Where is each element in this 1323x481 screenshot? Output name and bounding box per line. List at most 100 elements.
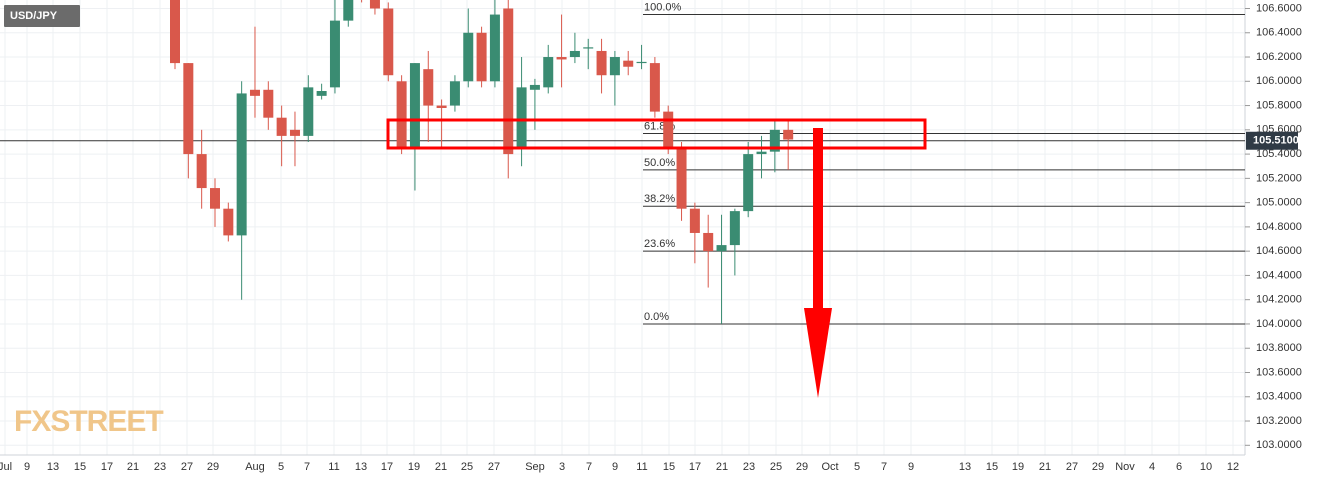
candle-body bbox=[223, 208, 234, 236]
y-tick-label: 104.2000 bbox=[1256, 294, 1302, 306]
candle-body bbox=[596, 50, 607, 76]
candle-body bbox=[556, 57, 567, 60]
x-tick-label: 15 bbox=[74, 461, 86, 473]
candle-body bbox=[716, 245, 727, 252]
x-tick-label: 7 bbox=[881, 461, 887, 473]
candle-body bbox=[703, 232, 714, 252]
candle-body bbox=[543, 57, 554, 88]
symbol-badge bbox=[4, 5, 80, 27]
x-tick-label: 25 bbox=[461, 461, 473, 473]
candle-body bbox=[529, 84, 540, 90]
x-tick-label: 27 bbox=[181, 461, 193, 473]
y-tick-label: 105.0000 bbox=[1256, 197, 1302, 209]
fib-label: 0.0% bbox=[644, 311, 669, 323]
y-tick-label: 103.0000 bbox=[1256, 439, 1302, 451]
candle-body bbox=[369, 0, 380, 9]
arrow-shaft bbox=[813, 128, 823, 310]
x-tick-label: 5 bbox=[854, 461, 860, 473]
candle-body bbox=[569, 50, 580, 58]
candle-body bbox=[383, 8, 394, 76]
x-tick-label: 15 bbox=[986, 461, 998, 473]
x-tick-label: 13 bbox=[355, 461, 367, 473]
candle-body bbox=[396, 81, 407, 149]
x-tick-label: 13 bbox=[959, 461, 971, 473]
candle-body bbox=[183, 63, 194, 155]
candle-body bbox=[583, 47, 594, 49]
x-tick-label: 19 bbox=[1012, 461, 1024, 473]
y-tick-label: 103.2000 bbox=[1256, 415, 1302, 427]
x-tick-label: 11 bbox=[636, 461, 647, 473]
y-tick-label: 106.6000 bbox=[1256, 2, 1302, 14]
y-tick-label: 105.8000 bbox=[1256, 99, 1302, 111]
x-tick-label: 21 bbox=[1039, 461, 1051, 473]
x-tick-label: 17 bbox=[101, 461, 113, 473]
candle-body bbox=[343, 0, 354, 21]
candle-body bbox=[676, 148, 687, 209]
candle-body bbox=[316, 91, 327, 96]
x-tick-label: 17 bbox=[689, 461, 701, 473]
y-tick-label: 106.2000 bbox=[1256, 51, 1302, 63]
x-tick-label: 25 bbox=[770, 461, 782, 473]
candle-body bbox=[236, 93, 247, 236]
fib-label: 100.0% bbox=[644, 1, 682, 13]
candle-body bbox=[463, 32, 474, 82]
candle-body bbox=[276, 117, 287, 136]
candle-body bbox=[249, 89, 260, 96]
candle-body bbox=[289, 129, 300, 136]
x-tick-label: 21 bbox=[716, 461, 728, 473]
candle-body bbox=[689, 208, 700, 233]
y-tick-label: 104.8000 bbox=[1256, 221, 1302, 233]
candle-body bbox=[623, 60, 634, 67]
x-tick-label: Oct bbox=[821, 461, 838, 473]
candle-body bbox=[769, 129, 780, 152]
x-tick-label: 6 bbox=[1176, 461, 1182, 473]
candle-body bbox=[476, 32, 487, 82]
grid bbox=[0, 0, 1245, 455]
x-tick-label: 21 bbox=[435, 461, 447, 473]
candle-body bbox=[303, 87, 314, 136]
last-price-label: 105.5100 bbox=[1253, 135, 1299, 147]
x-tick-label: 9 bbox=[612, 461, 618, 473]
x-tick-label: 21 bbox=[127, 461, 139, 473]
candle-body bbox=[729, 211, 740, 246]
watermark: FXSTREET bbox=[14, 405, 163, 438]
candle-body bbox=[743, 154, 754, 212]
x-tick-label: 23 bbox=[743, 461, 755, 473]
x-tick-label: Jul bbox=[0, 461, 12, 473]
x-tick-label: 11 bbox=[328, 461, 339, 473]
x-tick-label: Nov bbox=[1115, 461, 1135, 473]
x-tick-label: Sep bbox=[525, 461, 545, 473]
y-tick-label: 103.6000 bbox=[1256, 366, 1302, 378]
arrow-head bbox=[804, 308, 832, 398]
candle-body bbox=[503, 8, 514, 155]
x-tick-label: 7 bbox=[586, 461, 592, 473]
y-tick-label: 105.2000 bbox=[1256, 172, 1302, 184]
y-tick-label: 103.8000 bbox=[1256, 342, 1302, 354]
x-tick-label: 29 bbox=[1092, 461, 1104, 473]
x-tick-label: 17 bbox=[381, 461, 393, 473]
x-tick-label: 5 bbox=[278, 461, 284, 473]
y-tick-label: 103.4000 bbox=[1256, 391, 1302, 403]
symbol-title: USD/JPY bbox=[10, 10, 58, 22]
x-tick-label: 23 bbox=[154, 461, 166, 473]
x-tick-label: 9 bbox=[24, 461, 30, 473]
y-tick-label: 104.4000 bbox=[1256, 269, 1302, 281]
x-tick-label: 19 bbox=[408, 461, 420, 473]
candle-body bbox=[783, 129, 794, 140]
candle-body bbox=[436, 105, 447, 108]
candle-body bbox=[170, 0, 180, 64]
x-tick-label: 3 bbox=[559, 461, 565, 473]
x-tick-label: 29 bbox=[796, 461, 808, 473]
candle-body bbox=[636, 61, 647, 64]
y-tick-label: 104.0000 bbox=[1256, 318, 1302, 330]
x-tick-label: 10 bbox=[1200, 461, 1212, 473]
y-tick-label: 106.0000 bbox=[1256, 75, 1302, 87]
y-tick-label: 104.6000 bbox=[1256, 245, 1302, 257]
y-tick-label: 106.4000 bbox=[1256, 27, 1302, 39]
x-tick-label: 29 bbox=[207, 461, 219, 473]
candle-body bbox=[196, 154, 207, 189]
x-tick-label: 7 bbox=[304, 461, 310, 473]
fib-label: 50.0% bbox=[644, 157, 675, 169]
